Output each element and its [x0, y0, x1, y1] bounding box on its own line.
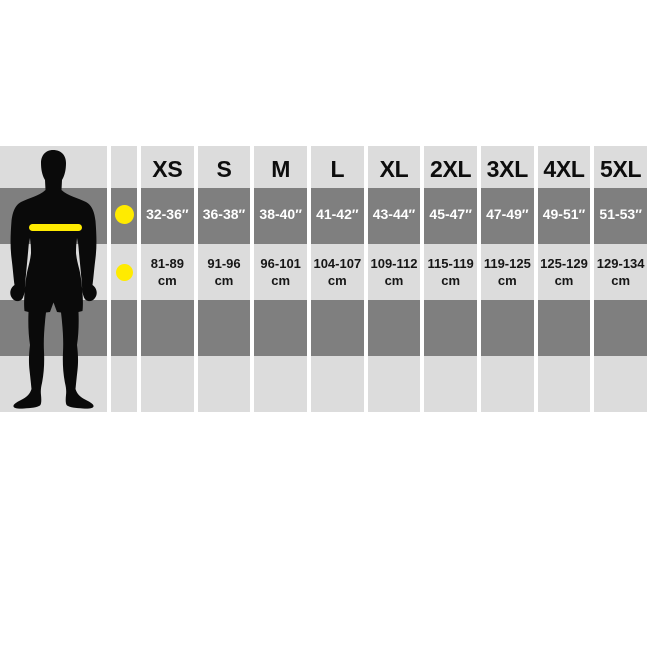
empty-band-cell — [481, 356, 534, 412]
cm-2xl: 115-119 cm — [424, 244, 477, 300]
inches-4xl: 49-51″ — [537, 188, 591, 244]
header-s: S — [197, 146, 251, 188]
empty-band-cell — [424, 300, 477, 356]
cm-5xl: 129-134 cm — [594, 244, 647, 300]
inches-5xl: 51-53″ — [594, 188, 647, 244]
header-2xl-label: 2XL — [430, 156, 472, 182]
chest-cm-marker-icon — [115, 263, 133, 281]
marker-column-header-cell — [111, 146, 137, 188]
header-l-label: L — [330, 156, 345, 182]
inches-3xl: 47-49″ — [481, 188, 534, 244]
cm-2xl-value: 115-119 cm — [427, 255, 474, 288]
header-3xl: 3XL — [481, 146, 534, 188]
inches-4xl-value: 49-51″ — [542, 206, 586, 222]
cm-unit: cm — [497, 273, 517, 288]
empty-band-cell — [311, 300, 364, 356]
inches-xl: 43-44″ — [367, 188, 421, 244]
empty-band-cell — [141, 300, 194, 356]
male-silhouette-body — [10, 150, 97, 409]
header-4xl: 4XL — [537, 146, 591, 188]
cm-xl-value: 109-112 cm — [370, 255, 418, 288]
inches-2xl-value: 45-47″ — [429, 206, 472, 222]
empty-band-cell — [197, 356, 251, 412]
header-5xl-label: 5XL — [600, 156, 642, 182]
cm-s: 91-96 cm — [197, 244, 251, 300]
cm-marker-cell — [111, 244, 137, 300]
chest-inches-marker-icon — [114, 204, 134, 224]
cm-m-value: 96-101 cm — [260, 255, 301, 288]
empty-band-cell — [537, 300, 591, 356]
cm-3xl-value: 119-125 cm — [483, 255, 531, 288]
header-m: M — [254, 146, 307, 188]
inches-xs: 32-36″ — [141, 188, 194, 244]
cm-unit: cm — [384, 273, 404, 288]
empty-band-cell — [197, 300, 251, 356]
empty-band-cell — [367, 300, 421, 356]
header-xl-label: XL — [379, 156, 409, 182]
male-silhouette-panel — [0, 146, 107, 412]
header-s-label: S — [216, 156, 232, 182]
cm-l-value: 104-107 cm — [313, 255, 362, 288]
cm-unit: cm — [441, 273, 461, 288]
inches-5xl-value: 51-53″ — [599, 206, 642, 222]
header-xl: XL — [367, 146, 421, 188]
empty-band-cell — [311, 356, 364, 412]
empty-band-cell — [254, 300, 307, 356]
header-xs: XS — [141, 146, 194, 188]
inches-s-value: 36-38″ — [202, 206, 246, 222]
inches-2xl: 45-47″ — [424, 188, 477, 244]
header-2xl: 2XL — [424, 146, 477, 188]
cm-unit: cm — [157, 273, 177, 288]
cm-5xl-value: 129-134 cm — [596, 255, 645, 288]
cm-unit: cm — [271, 273, 291, 288]
male-silhouette — [10, 150, 97, 409]
size-chart-table: XS S M L XL 2XL 3XL 4XL 5XL 32-36″ 36-38… — [0, 146, 647, 412]
header-4xl-label: 4XL — [543, 156, 585, 182]
cm-l: 104-107 cm — [311, 244, 364, 300]
empty-band-cell — [141, 356, 194, 412]
cm-unit: cm — [214, 273, 234, 288]
cm-4xl-value: 125-129 cm — [540, 255, 588, 288]
empty-band-cell — [537, 356, 591, 412]
inches-l-value: 41-42″ — [316, 206, 359, 222]
header-l: L — [311, 146, 364, 188]
empty-band-cell — [424, 356, 477, 412]
empty-band-cell — [367, 356, 421, 412]
cm-3xl: 119-125 cm — [481, 244, 534, 300]
inches-xl-value: 43-44″ — [372, 206, 416, 222]
inches-xs-value: 32-36″ — [146, 206, 189, 222]
empty-band-cell — [111, 356, 137, 412]
inches-s: 36-38″ — [197, 188, 251, 244]
header-3xl-label: 3XL — [486, 156, 529, 182]
inches-3xl-value: 47-49″ — [486, 206, 529, 222]
header-m-label: M — [271, 156, 291, 182]
cm-4xl: 125-129 cm — [537, 244, 591, 300]
cm-unit: cm — [611, 273, 631, 288]
cm-s-value: 91-96 cm — [207, 255, 241, 288]
cm-unit: cm — [327, 273, 347, 288]
header-5xl: 5XL — [594, 146, 647, 188]
chest-stripe — [29, 224, 82, 231]
inches-l: 41-42″ — [311, 188, 364, 244]
cm-xl: 109-112 cm — [367, 244, 421, 300]
inches-marker-cell — [111, 188, 137, 244]
empty-band-cell — [111, 300, 137, 356]
inches-m: 38-40″ — [254, 188, 307, 244]
cm-unit: cm — [554, 273, 574, 288]
empty-band-cell — [594, 356, 647, 412]
inches-m-value: 38-40″ — [259, 206, 302, 222]
cm-m: 96-101 cm — [254, 244, 307, 300]
empty-band-cell — [481, 300, 534, 356]
header-xs-label: XS — [152, 156, 183, 182]
cm-xs-value: 81-89 cm — [150, 255, 184, 288]
empty-band-cell — [254, 356, 307, 412]
cm-xs: 81-89 cm — [141, 244, 194, 300]
empty-band-cell — [594, 300, 647, 356]
